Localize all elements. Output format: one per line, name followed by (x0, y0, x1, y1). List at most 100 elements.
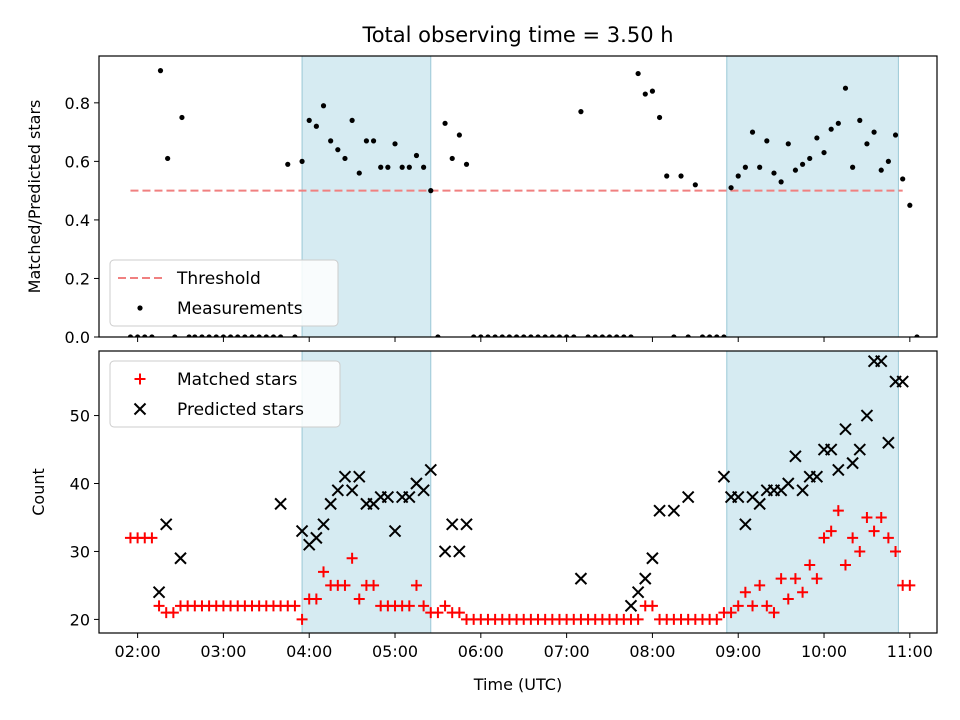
matched-star-point (368, 579, 380, 591)
measurement-point (421, 164, 427, 170)
axes-frame (98, 350, 938, 634)
matched-star-point (432, 607, 444, 619)
predicted-star-point (824, 443, 838, 456)
matched-star-point (839, 559, 851, 571)
x-tick-label: 03:00 (200, 642, 246, 661)
legend-label: Threshold (176, 269, 261, 289)
matched-star-point (725, 607, 737, 619)
measurement-point (850, 164, 856, 170)
matched-star-point (825, 525, 837, 537)
measurement-point (378, 164, 384, 170)
predicted-star-point (810, 470, 824, 483)
measurement-point (263, 334, 269, 337)
predicted-star-point (631, 586, 645, 599)
measurement-point (342, 155, 348, 162)
measurement-point (799, 161, 806, 167)
plot-area (124, 354, 916, 625)
y-axis-label: Count (29, 468, 48, 516)
predicted-star-point (310, 531, 323, 545)
measurement-point (413, 152, 420, 159)
x-axis-label: Time (UTC) (473, 675, 562, 694)
predicted-star-point (345, 484, 359, 497)
matched-star-point (646, 600, 658, 612)
measurement-point (220, 334, 227, 337)
measurement-point (435, 334, 441, 337)
x-tick-label: 07:00 (544, 642, 590, 661)
measurement-point (449, 155, 455, 162)
measurement-point (571, 334, 577, 337)
measurement-point (821, 149, 827, 156)
matched-star-point (732, 600, 744, 612)
measurement-point (842, 85, 849, 91)
legend-box (109, 360, 341, 428)
top-panel-ratio: 0.0 0.2 0.4 0.6 0.8 Matched/Predicted stars Th… (25, 55, 938, 347)
matched-star-point (747, 600, 759, 612)
measurement-point (714, 334, 720, 337)
predicted-star-point (324, 497, 337, 511)
measurement-point (585, 334, 591, 337)
measurement-point (892, 132, 899, 138)
y-tick-label: 40 (70, 475, 90, 494)
predicted-star-point (739, 518, 752, 531)
predicted-star-point (574, 572, 588, 585)
measurement-point (900, 176, 906, 182)
measurement-point (242, 334, 248, 337)
measurement-point (278, 334, 284, 337)
measurement-point (549, 334, 555, 337)
measurement-point (764, 138, 770, 144)
predicted-star-point (388, 524, 402, 538)
predicted-star-point (896, 375, 909, 388)
measurement-point (471, 334, 477, 337)
matched-star-point (318, 566, 330, 578)
measurement-point (199, 334, 205, 337)
matched-star-point (632, 613, 644, 625)
legend-label: Measurements (177, 299, 303, 319)
matched-star-point (868, 525, 880, 537)
matched-star-point (754, 579, 766, 591)
shaded-interval (726, 350, 899, 634)
measurement-point (385, 164, 391, 170)
matched-star-point (789, 573, 801, 585)
measurement-point (270, 334, 277, 337)
measurement-point (442, 120, 448, 126)
measurement-point (299, 158, 305, 164)
measurement-point (142, 334, 148, 337)
measurement-point (707, 334, 713, 337)
predicted-star-point (624, 599, 638, 613)
predicted-star-point (417, 484, 430, 497)
predicted-star-point (403, 490, 416, 504)
predicted-star-point (832, 463, 845, 477)
measurement-point (792, 167, 799, 173)
matched-star-point (768, 607, 780, 619)
measurement-point (392, 141, 398, 147)
matched-star-point (167, 607, 179, 619)
predicted-star-point (381, 490, 395, 504)
measurement-point (306, 117, 312, 123)
measurement-point (513, 334, 520, 337)
matched-star-point (739, 586, 751, 598)
measurement-point (649, 88, 656, 94)
measurement-point (149, 334, 155, 337)
measurement-point (742, 164, 748, 170)
measurement-point (313, 123, 319, 129)
measurement-point (614, 334, 620, 337)
y-tick-label: 50 (70, 407, 90, 426)
matched-star-point (453, 607, 465, 619)
measurement-point (528, 334, 534, 337)
measurement-point (456, 132, 462, 138)
predicted-star-point (681, 490, 695, 504)
measurement-point (165, 155, 171, 162)
matched-star-point (818, 532, 830, 544)
measurement-point (157, 68, 164, 74)
measurement-point (506, 334, 513, 337)
matched-star-point (339, 579, 351, 591)
measurement-point (871, 129, 877, 135)
predicted-star-point (160, 518, 173, 531)
measurement-point (642, 91, 648, 97)
measurement-point (406, 164, 412, 170)
measurement-point (757, 164, 763, 170)
predicted-star-point (875, 354, 888, 368)
matched-star-point (875, 511, 887, 523)
measurement-point (186, 334, 192, 337)
matched-star-point (904, 579, 916, 591)
